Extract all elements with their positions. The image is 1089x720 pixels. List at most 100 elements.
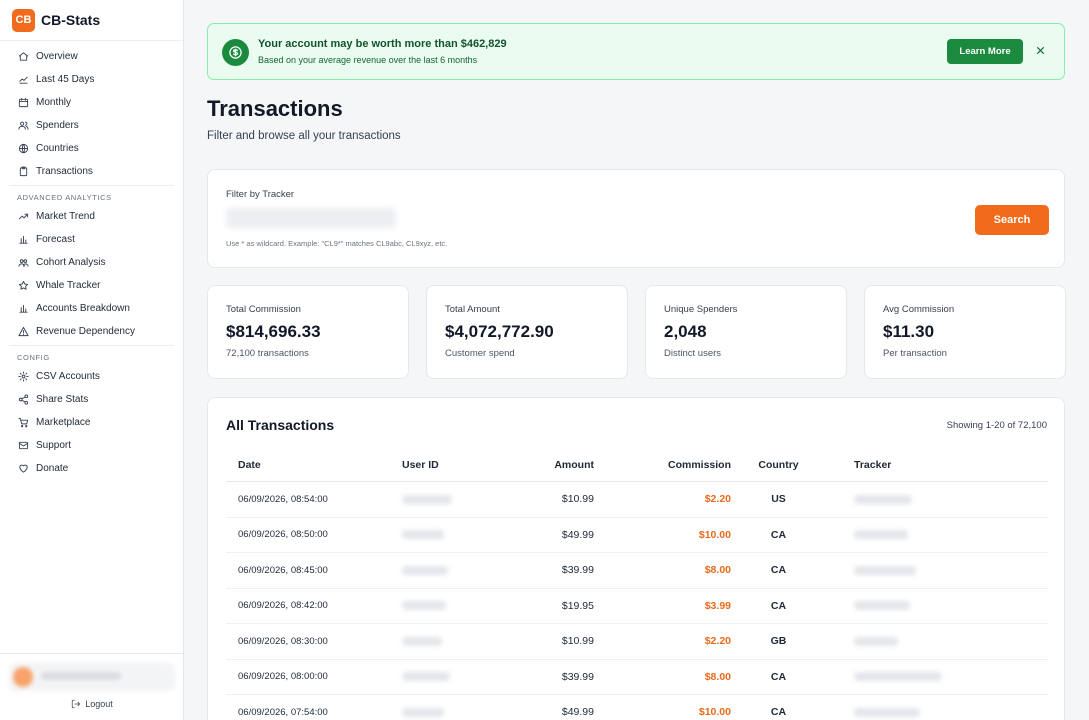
column-header-commission[interactable]: Commission: [667, 458, 731, 471]
sidebar-item-overview[interactable]: Overview: [0, 45, 183, 68]
gear-icon: [17, 371, 29, 383]
cell-country: US: [771, 493, 786, 506]
dollar-icon: [222, 39, 249, 66]
section-title-config: CONFIG: [17, 352, 50, 362]
redacted-tracker: [854, 707, 920, 717]
users-icon: [17, 120, 29, 132]
search-button[interactable]: Search: [975, 205, 1049, 235]
sidebar-item-donate[interactable]: Donate: [0, 457, 183, 480]
close-banner-button[interactable]: [1032, 42, 1048, 58]
table-row[interactable]: 06/09/2026, 08:45:00 $39.99 $8.00 CA: [226, 553, 1048, 589]
banner-subtitle: Based on your average revenue over the l…: [258, 55, 478, 65]
sidebar-item-market-trend[interactable]: Market Trend: [0, 205, 183, 228]
sidebar-item-accounts-breakdown[interactable]: Accounts Breakdown: [0, 297, 183, 320]
cell-date: 06/09/2026, 08:54:00: [238, 493, 328, 505]
sidebar-item-spenders[interactable]: Spenders: [0, 114, 183, 137]
sidebar-item-last-45-days[interactable]: Last 45 Days: [0, 68, 183, 91]
sidebar-item-marketplace[interactable]: Marketplace: [0, 411, 183, 434]
cell-country: CA: [770, 564, 787, 577]
pagination-summary: Showing 1-20 of 72,100: [946, 420, 1047, 431]
sidebar-item-forecast[interactable]: Forecast: [0, 228, 183, 251]
column-header-user-id[interactable]: User ID: [402, 458, 439, 471]
sidebar-item-label: Donate: [36, 463, 69, 474]
home-icon: [17, 51, 29, 63]
table-row[interactable]: 06/09/2026, 07:54:00 $49.99 $10.00 CA: [226, 695, 1048, 720]
sidebar-item-revenue-dependency[interactable]: Revenue Dependency: [0, 320, 183, 343]
brand-name: CB-Stats: [41, 12, 101, 28]
table-row[interactable]: 06/09/2026, 08:30:00 $10.99 $2.20 GB: [226, 624, 1048, 660]
cell-user-id: [402, 671, 522, 682]
cell-date: 06/09/2026, 08:30:00: [238, 635, 328, 647]
table-row[interactable]: 06/09/2026, 08:00:00 $39.99 $8.00 CA: [226, 660, 1048, 695]
stat-subtitle: Per transaction: [883, 348, 947, 359]
stat-card-avg-commission: Avg Commission $11.30 Per transaction: [864, 285, 1066, 379]
section-title-advanced: ADVANCED ANALYTICS: [17, 192, 112, 202]
sidebar-item-label: Spenders: [36, 120, 79, 131]
close-icon: [1036, 46, 1044, 54]
stat-subtitle: Distinct users: [664, 348, 722, 359]
sidebar-item-transactions[interactable]: Transactions: [0, 160, 183, 183]
stat-card-total-commission: Total Commission $814,696.33 72,100 transa…: [207, 285, 409, 379]
divider: [9, 185, 174, 186]
cell-tracker: [812, 707, 1012, 718]
stat-card-total-amount: Total Amount $4,072,772.90 Customer spend: [426, 285, 628, 379]
cell-tracker: [812, 600, 1012, 611]
cell-user-id: [402, 707, 522, 718]
avatar: [13, 667, 33, 687]
learn-more-button[interactable]: Learn More: [947, 39, 1023, 64]
cell-commission: $10.00: [698, 706, 731, 719]
sidebar-item-share-stats[interactable]: Share Stats: [0, 388, 183, 411]
cell-country: CA: [770, 670, 787, 683]
stat-label: Unique Spenders: [664, 304, 738, 315]
redacted-user-id: [402, 494, 452, 504]
user-name-redacted: [41, 672, 121, 680]
column-header-amount[interactable]: Amount: [554, 458, 594, 471]
table-row[interactable]: 06/09/2026, 08:54:00 $10.99 $2.20 US: [226, 482, 1048, 518]
redacted-user-id: [402, 672, 450, 682]
table-row[interactable]: 06/09/2026, 08:50:00 $49.99 $10.00 CA: [226, 518, 1048, 553]
cohort-icon: [17, 257, 29, 269]
cell-amount: $49.99: [561, 706, 594, 719]
column-header-country[interactable]: Country: [758, 458, 799, 471]
user-card[interactable]: [9, 663, 175, 691]
cell-amount: $39.99: [561, 670, 594, 683]
logout-button[interactable]: Logout: [0, 699, 184, 709]
brand[interactable]: CB CB-Stats: [0, 0, 183, 41]
star-icon: [17, 280, 29, 292]
sidebar-item-label: Countries: [36, 143, 79, 154]
sidebar-item-cohort-analysis[interactable]: Cohort Analysis: [0, 251, 183, 274]
cell-user-id: [402, 494, 522, 505]
redacted-tracker: [854, 565, 916, 575]
calendar-icon: [17, 97, 29, 109]
cell-date: 06/09/2026, 07:54:00: [238, 706, 328, 718]
sidebar-item-label: Market Trend: [36, 211, 95, 222]
redacted-user-id: [402, 530, 444, 540]
column-header-date[interactable]: Date: [238, 458, 261, 471]
stat-value: $814,696.33: [226, 322, 321, 341]
column-header-tracker[interactable]: Tracker: [854, 458, 892, 471]
transactions-card: All Transactions Showing 1-20 of 72,100 …: [207, 397, 1065, 720]
warning-icon: [17, 326, 29, 338]
cell-tracker: [812, 671, 1012, 682]
cell-date: 06/09/2026, 08:50:00: [238, 529, 328, 541]
cell-date: 06/09/2026, 08:45:00: [238, 564, 328, 576]
sidebar-item-countries[interactable]: Countries: [0, 137, 183, 160]
sidebar-item-label: CSV Accounts: [36, 371, 100, 382]
sidebar-item-label: Accounts Breakdown: [36, 303, 130, 314]
tracker-filter-input[interactable]: [226, 208, 396, 228]
trend-icon: [17, 211, 29, 223]
sidebar-nav: Overview Last 45 Days Monthly Spenders Count…: [0, 41, 183, 480]
sidebar-item-label: Last 45 Days: [36, 74, 95, 85]
heart-icon: [17, 463, 29, 475]
sidebar-item-whale-tracker[interactable]: Whale Tracker: [0, 274, 183, 297]
brand-logo: CB: [12, 8, 35, 32]
sidebar-item-support[interactable]: Support: [0, 434, 183, 457]
sidebar-item-monthly[interactable]: Monthly: [0, 91, 183, 114]
sidebar-item-label: Transactions: [36, 166, 93, 177]
table-row[interactable]: 06/09/2026, 08:42:00 $19.95 $3.99 CA: [226, 589, 1048, 624]
filter-label: Filter by Tracker: [226, 189, 295, 200]
sidebar-item-csv-accounts[interactable]: CSV Accounts: [0, 365, 183, 388]
cell-commission: $2.20: [704, 493, 731, 506]
stat-label: Total Amount: [445, 304, 500, 315]
page-subtitle: Filter and browse all your transactions: [207, 130, 401, 142]
